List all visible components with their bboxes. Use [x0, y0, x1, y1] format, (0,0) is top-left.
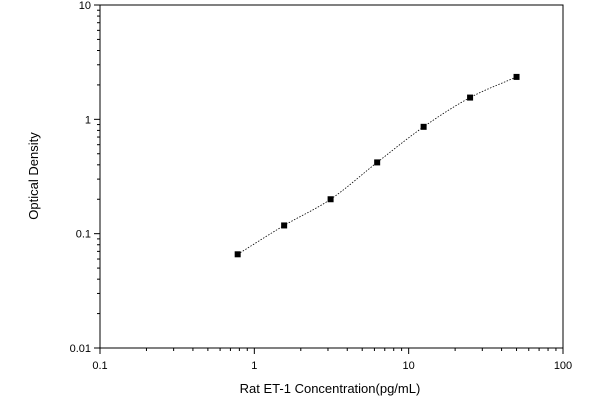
fit-curve [237, 76, 517, 255]
y-tick-label: 1 [85, 114, 91, 126]
plot-area-border [99, 4, 564, 349]
data-points-layer [234, 73, 520, 258]
y-axis-label: Optical Density [26, 132, 41, 220]
x-tick-label: 0.1 [92, 360, 107, 372]
x-tick-label: 1 [251, 360, 257, 372]
y-tick-label: 0.01 [70, 343, 91, 355]
data-point [467, 94, 474, 101]
plot-frame [99, 4, 564, 349]
fit-curve-layer [237, 76, 517, 255]
data-point [234, 251, 241, 258]
x-tick-label: 10 [403, 360, 415, 372]
x-axis-label: Rat ET-1 Concentration(pg/mL) [240, 381, 421, 396]
data-point [513, 73, 520, 80]
data-point [327, 196, 334, 203]
y-tick-label: 0.1 [76, 229, 91, 241]
data-point [420, 123, 427, 130]
data-point [281, 222, 288, 229]
y-tick-label: 10 [79, 0, 91, 12]
x-tick-label: 100 [554, 360, 572, 372]
data-point [374, 159, 381, 166]
